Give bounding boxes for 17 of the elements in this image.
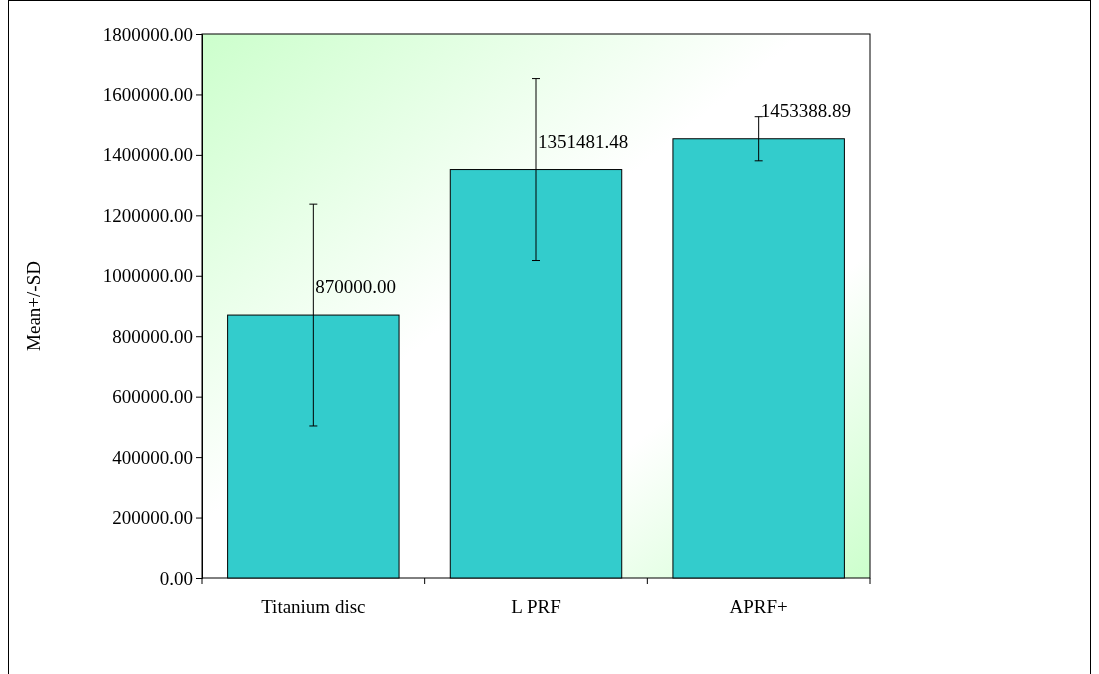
y-tick-label: 200000.00 [112,507,193,529]
y-tick-label: 800000.00 [112,325,193,347]
y-tick-label: 400000.00 [112,446,193,468]
data-label: 870000.00 [315,276,397,298]
x-tick-label: APRF+ [729,596,788,618]
data-label: 1453388.89 [760,99,851,121]
y-tick-label: 1800000.00 [102,23,193,45]
y-axis-title: Mean+/-SD [23,261,44,351]
y-tick-label: 600000.00 [112,386,193,408]
x-tick-label: Titanium disc [261,596,366,618]
x-tick-label: L PRF [511,596,561,618]
y-tick-label: 1400000.00 [102,144,193,166]
y-tick-label: 1200000.00 [102,204,193,226]
data-label: 1351481.48 [538,130,629,152]
y-tick-label: 0.00 [159,567,193,589]
y-tick-label: 1000000.00 [102,265,193,287]
y-tick-label: 1600000.00 [102,84,193,106]
